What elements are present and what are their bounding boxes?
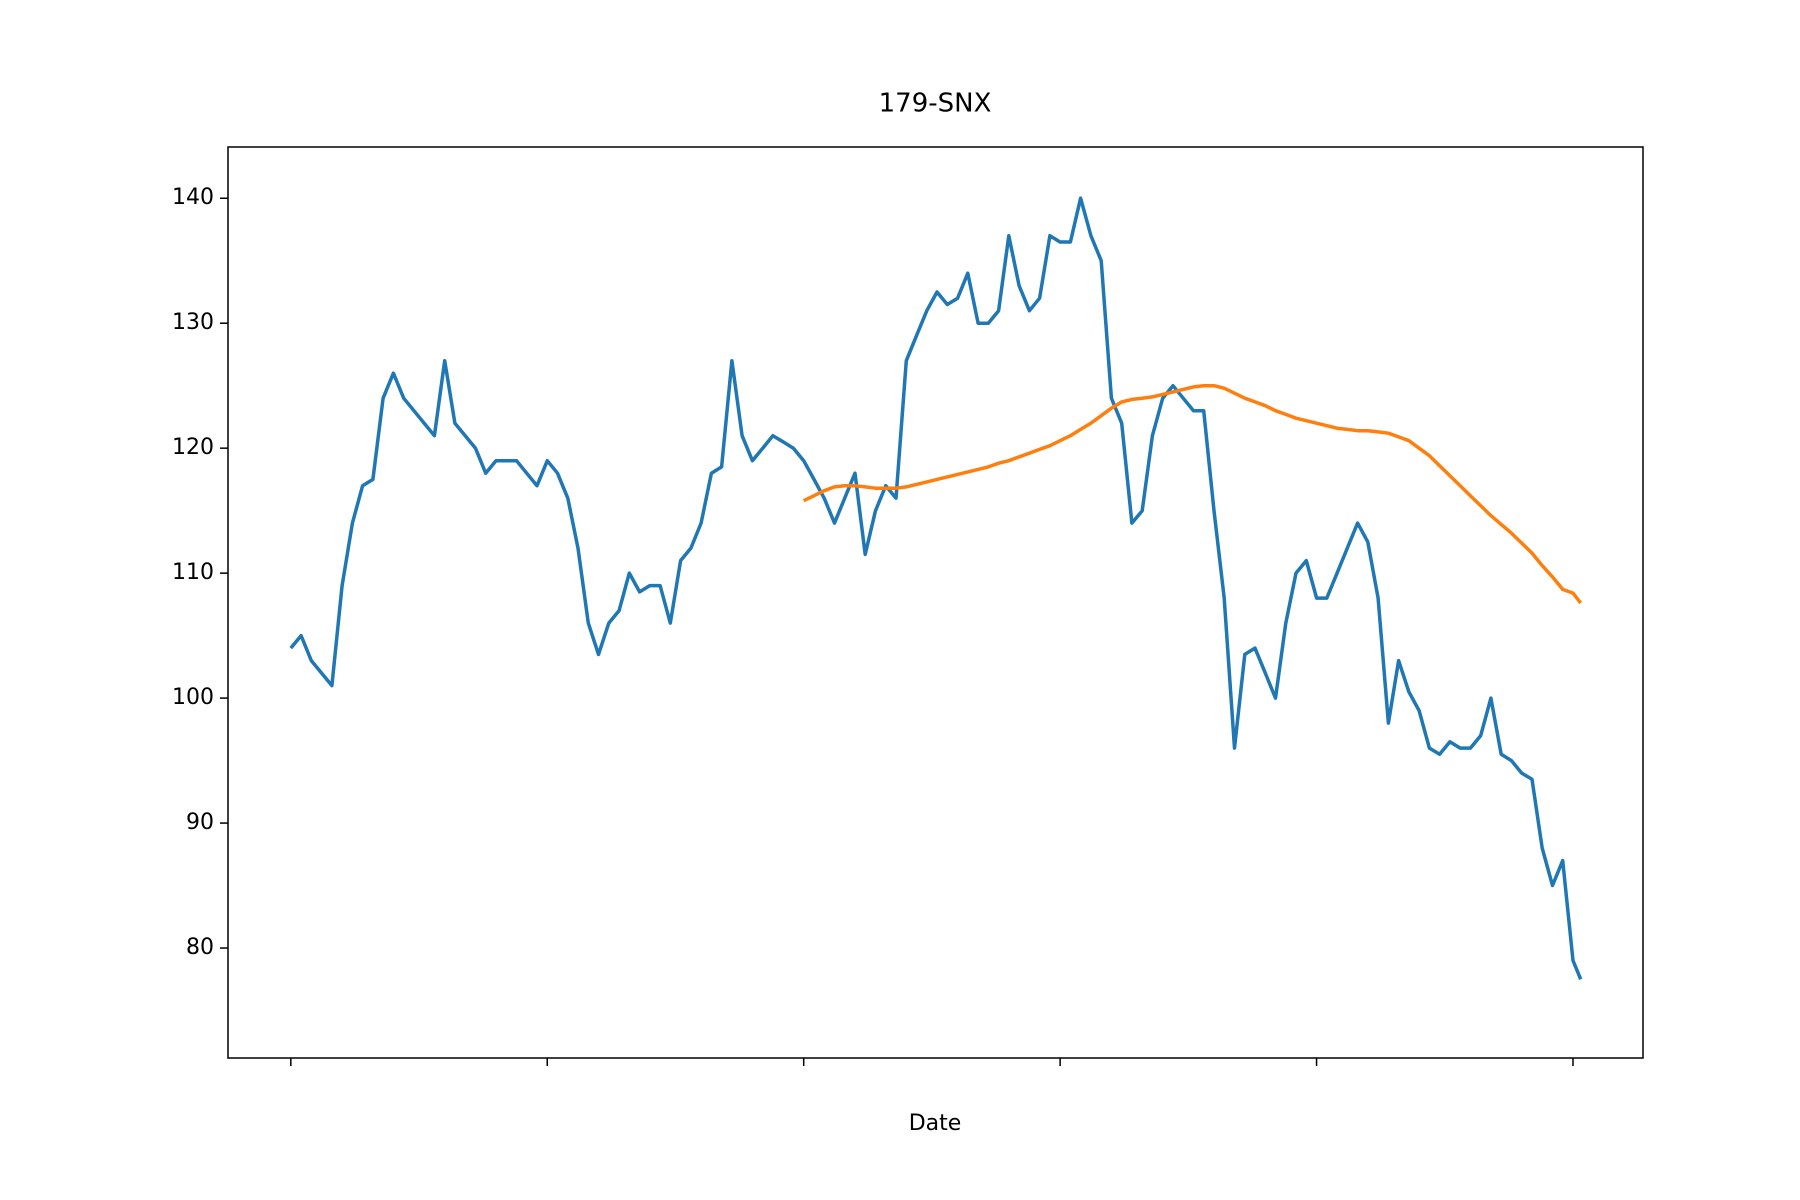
series-line xyxy=(802,383,1583,605)
y-tick-label: 80 xyxy=(186,935,214,960)
chart-title: 179-SNX xyxy=(879,89,992,119)
y-tick-label: 120 xyxy=(172,435,214,460)
y-tick-label: 100 xyxy=(172,685,214,710)
y-tick-label: 140 xyxy=(172,185,214,210)
y-tick-label: 130 xyxy=(172,310,214,335)
series-line xyxy=(289,196,1583,980)
x-axis-label: Date xyxy=(909,1111,962,1136)
y-tick-label: 90 xyxy=(186,810,214,835)
y-tick-label: 110 xyxy=(172,560,214,585)
plot-frame xyxy=(227,146,1644,1059)
